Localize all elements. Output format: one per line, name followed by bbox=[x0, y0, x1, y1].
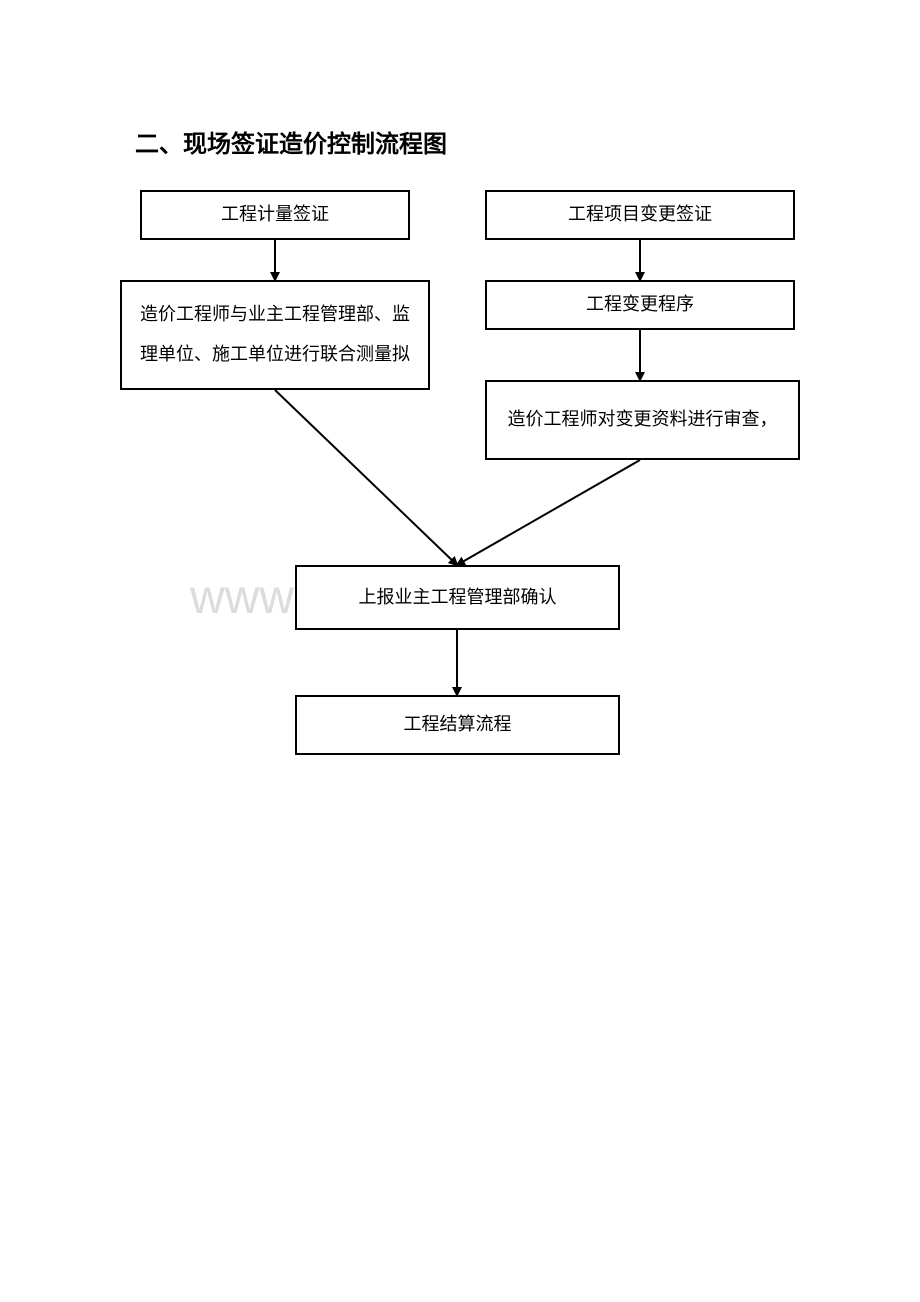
flowchart-node-label: 造价工程师对变更资料进行审查， bbox=[498, 394, 788, 446]
flowchart-node-label: 工程结算流程 bbox=[394, 699, 522, 751]
flowchart-node-label: 工程项目变更签证 bbox=[558, 189, 722, 241]
flowchart-node-n4: 工程变更程序 bbox=[485, 280, 795, 330]
flowchart-edge bbox=[275, 390, 457, 565]
flowchart-node-n3: 工程项目变更签证 bbox=[485, 190, 795, 240]
page-title: 二、现场签证造价控制流程图 bbox=[135, 124, 447, 159]
flowchart-node-label: 工程计量签证 bbox=[211, 189, 339, 241]
flowchart-node-n1: 工程计量签证 bbox=[140, 190, 410, 240]
flowchart-node-label: 工程变更程序 bbox=[576, 279, 704, 331]
flowchart-node-n7: 工程结算流程 bbox=[295, 695, 620, 755]
flowchart-node-label: 造价工程师与业主工程管理部、监理单位、施工单位进行联合测量拟 bbox=[122, 289, 428, 380]
flowchart-node-n2: 造价工程师与业主工程管理部、监理单位、施工单位进行联合测量拟 bbox=[120, 280, 430, 390]
flowchart-node-label: 上报业主工程管理部确认 bbox=[349, 572, 567, 624]
flowchart-node-n5: 造价工程师对变更资料进行审查， bbox=[485, 380, 800, 460]
flowchart-edge bbox=[457, 460, 640, 565]
flowchart-node-n6: 上报业主工程管理部确认 bbox=[295, 565, 620, 630]
